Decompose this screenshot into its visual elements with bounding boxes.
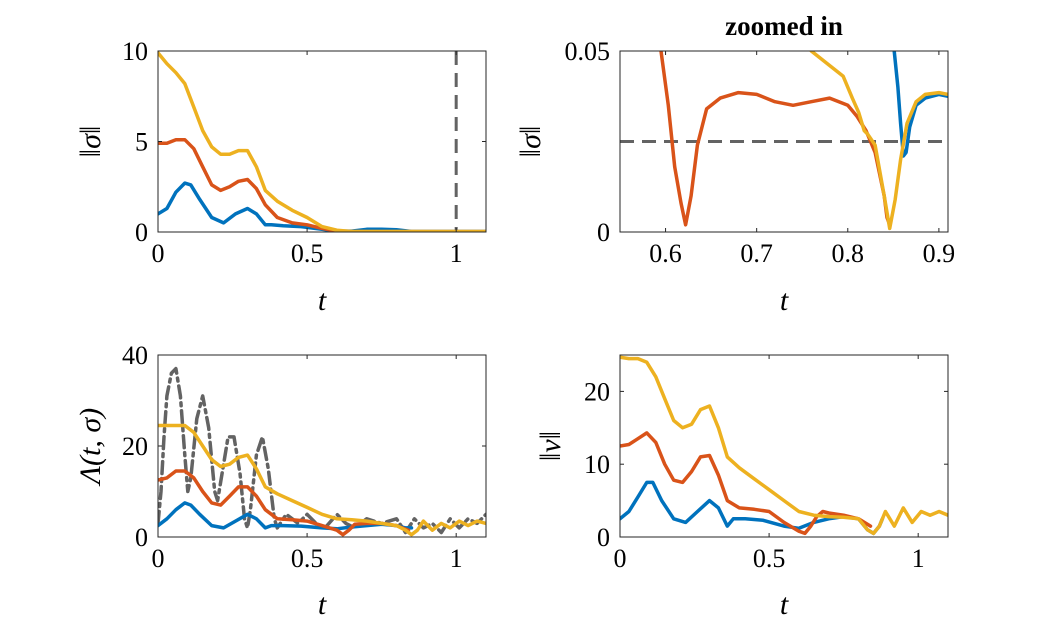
- series-orange-line: [158, 469, 411, 537]
- x-tick-label: 0.5: [753, 544, 786, 573]
- x-tick-label: 1: [912, 544, 925, 573]
- plot-area: [620, 355, 948, 537]
- plot-area: [158, 51, 486, 232]
- series-bound-line: [158, 366, 486, 535]
- x-tick-label: 0.9: [923, 239, 956, 268]
- series-yellow-line: [158, 423, 486, 537]
- chart-title: zoomed in: [725, 11, 843, 41]
- x-tick-label: 0.5: [291, 544, 324, 573]
- series-blue-line: [892, 51, 948, 158]
- x-axis-title: t: [780, 588, 789, 621]
- y-tick-label: 0: [597, 218, 610, 247]
- x-tick-label: 1: [450, 544, 463, 573]
- series-orange-line: [659, 51, 892, 227]
- series-blue-line: [158, 501, 414, 531]
- x-axis-title: t: [780, 284, 789, 317]
- y-tick-label: 20: [122, 432, 148, 461]
- plot-lines: [158, 366, 486, 537]
- x-tick-label: 0.5: [291, 239, 324, 268]
- y-tick-label: 10: [584, 450, 610, 479]
- x-axis-title: t: [318, 588, 327, 621]
- axes-box: [619, 50, 949, 233]
- y-tick-label: 5: [135, 128, 148, 157]
- subplot-2: 0.6 0.7 0.8 0.9 0 0.05 t ‖σ‖ zoomed in: [514, 11, 955, 317]
- y-tick-label: 10: [122, 37, 148, 66]
- y-tick-label: 0: [597, 523, 610, 552]
- x-tick-label: 0: [152, 544, 165, 573]
- y-axis-title: Λ(t, σ): [74, 408, 107, 487]
- y-tick-label: 0.05: [565, 37, 611, 66]
- series-yellow-line: [158, 51, 486, 232]
- y-tick-label: 40: [122, 341, 148, 370]
- y-tick-label: 0: [135, 523, 148, 552]
- x-axis-title: t: [318, 284, 327, 317]
- y-axis-title: ‖ν‖: [534, 431, 567, 461]
- y-axis-title: ‖σ‖: [514, 126, 547, 158]
- y-axis-title: ‖σ‖: [74, 126, 107, 158]
- axes-box: [619, 354, 949, 538]
- y-tick-label: 0: [135, 218, 148, 247]
- x-tick-label: 0.8: [832, 239, 865, 268]
- series-yellow-line: [809, 51, 948, 231]
- x-tick-label: 0: [614, 544, 627, 573]
- plot-lines: [620, 355, 948, 536]
- plot-lines: [620, 51, 948, 231]
- x-tick-label: 0: [152, 239, 165, 268]
- series-yellow-line: [620, 355, 948, 536]
- subplot-3: 0 0.5 1 0 20 40 t Λ(t, σ): [74, 341, 487, 621]
- series-blue-line: [158, 181, 486, 232]
- plot-area: [158, 355, 486, 537]
- series-orange-line: [620, 431, 873, 536]
- y-tick-label: 20: [584, 377, 610, 406]
- x-tick-label: 0.7: [740, 239, 773, 268]
- plot-lines: [158, 51, 486, 232]
- x-tick-label: 1: [450, 239, 463, 268]
- x-tick-label: 0.6: [649, 239, 682, 268]
